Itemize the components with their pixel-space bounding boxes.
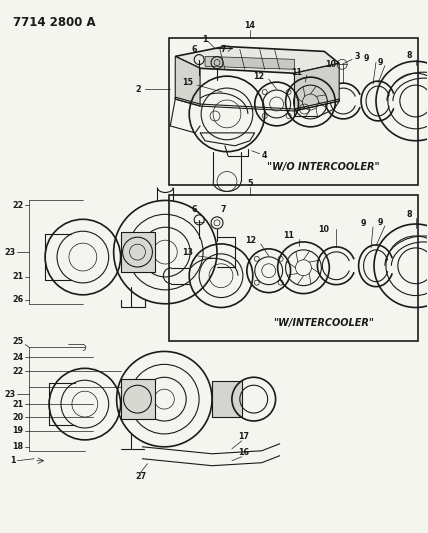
Text: 16: 16 xyxy=(238,448,249,457)
Text: 6: 6 xyxy=(191,205,197,214)
Text: 7: 7 xyxy=(220,205,226,214)
Bar xyxy=(121,379,155,419)
Text: "W/O INTERCOOLER": "W/O INTERCOOLER" xyxy=(267,162,380,172)
Text: 24: 24 xyxy=(12,353,23,362)
Text: 8: 8 xyxy=(407,51,413,60)
Text: 6: 6 xyxy=(191,45,197,54)
Text: 19: 19 xyxy=(12,426,23,435)
Text: 10: 10 xyxy=(318,224,329,233)
Text: 14: 14 xyxy=(244,21,255,30)
Text: 11: 11 xyxy=(283,231,294,240)
Text: 7714 2800 A: 7714 2800 A xyxy=(13,15,96,29)
Text: 8: 8 xyxy=(407,211,413,220)
Text: 2: 2 xyxy=(136,85,141,94)
Text: 22: 22 xyxy=(12,201,23,210)
Text: 12: 12 xyxy=(253,71,265,80)
Text: 1: 1 xyxy=(10,456,15,465)
Text: 4: 4 xyxy=(262,151,267,160)
Text: 12: 12 xyxy=(245,237,256,245)
Text: 20: 20 xyxy=(12,413,23,422)
Text: 10: 10 xyxy=(325,60,336,69)
Text: 18: 18 xyxy=(12,442,23,451)
Text: 9: 9 xyxy=(363,54,369,63)
Text: 21: 21 xyxy=(12,272,23,281)
Bar xyxy=(121,232,155,272)
Text: 9: 9 xyxy=(377,58,383,67)
Text: 22: 22 xyxy=(12,367,23,376)
Text: 5: 5 xyxy=(247,179,253,188)
Text: 9: 9 xyxy=(360,219,366,228)
Text: 23: 23 xyxy=(4,390,15,399)
Text: 9: 9 xyxy=(377,219,383,228)
Polygon shape xyxy=(205,56,294,69)
Text: 23: 23 xyxy=(4,248,15,256)
Polygon shape xyxy=(294,63,339,111)
Polygon shape xyxy=(175,46,339,73)
Text: 15: 15 xyxy=(182,78,193,87)
Text: 1: 1 xyxy=(202,35,208,44)
Text: 17: 17 xyxy=(238,432,249,441)
Text: 13: 13 xyxy=(182,248,193,257)
Bar xyxy=(169,38,418,185)
Text: 7: 7 xyxy=(220,45,226,54)
Bar xyxy=(212,381,242,417)
Text: 3: 3 xyxy=(354,52,360,61)
Polygon shape xyxy=(175,56,200,106)
Text: 11: 11 xyxy=(291,68,302,77)
Text: "W/INTERCOOLER": "W/INTERCOOLER" xyxy=(273,318,374,328)
Text: 21: 21 xyxy=(12,400,23,409)
Bar xyxy=(169,195,418,341)
Text: 26: 26 xyxy=(12,295,23,304)
Text: 27: 27 xyxy=(135,472,146,481)
Text: 25: 25 xyxy=(12,337,23,346)
